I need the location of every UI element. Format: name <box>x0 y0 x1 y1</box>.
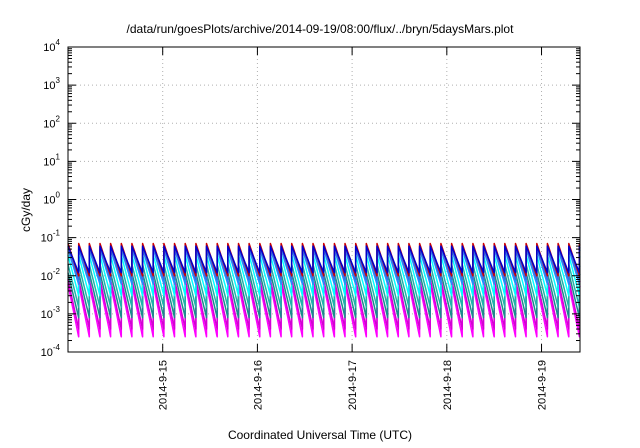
x-tick-label: 2014-9-16 <box>252 360 264 410</box>
series-layer <box>67 242 581 338</box>
x-axis-label: Coordinated Universal Time (UTC) <box>227 428 413 442</box>
axis-ticks: 10-4 10-3 10-2 10-1 100 101 102 103 104 2014-9-15… <box>41 38 580 410</box>
y-tick-label: 101 <box>43 152 60 168</box>
y-tick-label: 102 <box>43 114 60 130</box>
y-tick-label: 10-3 <box>41 305 61 321</box>
y-tick-label: 104 <box>43 38 60 54</box>
series-line <box>67 245 581 274</box>
x-tick-label: 2014-9-17 <box>347 360 359 410</box>
x-tick-label: 2014-9-19 <box>537 360 549 410</box>
chart-title: /data/run/goesPlots/archive/2014-09-19/0… <box>126 22 514 36</box>
y-tick-label: 103 <box>43 76 60 92</box>
y-tick-label: 100 <box>43 191 60 207</box>
x-tick-label: 2014-9-15 <box>158 360 170 410</box>
x-tick-label: 2014-9-18 <box>442 360 454 410</box>
y-tick-label: 10-2 <box>41 267 61 283</box>
y-tick-label: 10-4 <box>41 343 61 359</box>
y-tick-label: 10-1 <box>41 229 61 245</box>
